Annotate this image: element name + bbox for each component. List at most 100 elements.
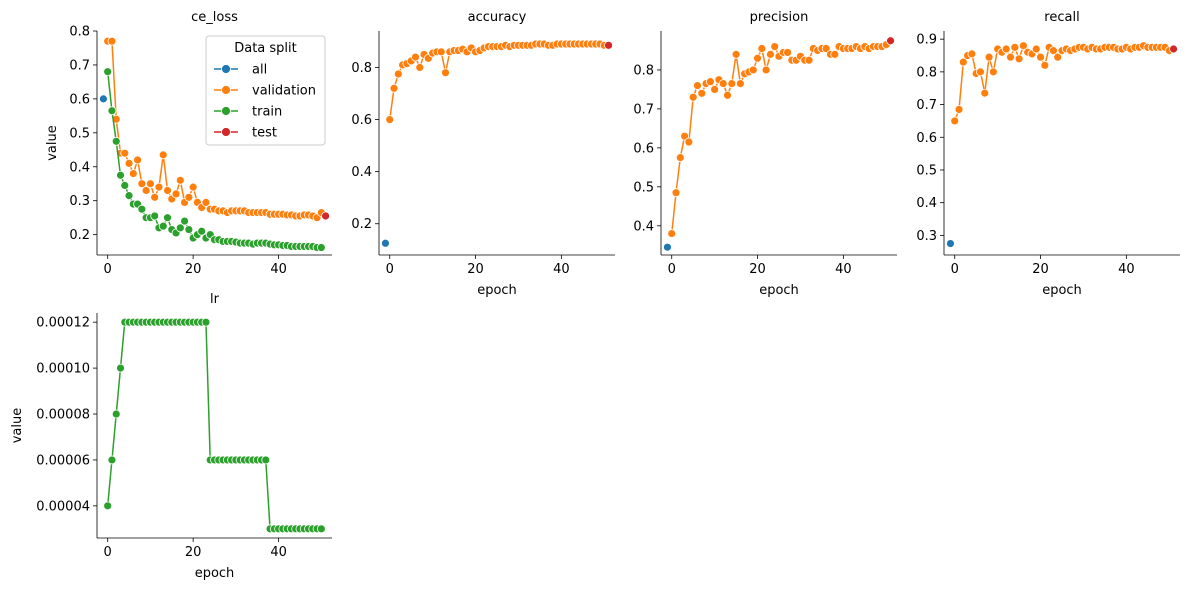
data-point: [830, 49, 840, 59]
x-tick-label: 20: [185, 262, 202, 277]
data-point: [120, 148, 130, 158]
y-tick-label: 0.8: [69, 25, 90, 40]
y-tick-label: 0.5: [69, 126, 90, 141]
data-point: [761, 65, 771, 75]
data-point: [441, 68, 450, 78]
data-point: [158, 150, 168, 160]
data-point: [684, 137, 694, 147]
data-point: [1053, 52, 1063, 62]
data-point: [154, 182, 164, 192]
panel-title: lr: [210, 292, 220, 307]
data-point: [1040, 60, 1050, 70]
data-point: [175, 223, 185, 233]
series-validation: [667, 40, 891, 238]
x-tick-label: 20: [185, 545, 202, 560]
data-point: [163, 213, 172, 223]
data-point: [663, 242, 672, 252]
x-axis-label: epoch: [195, 566, 235, 581]
data-point: [821, 44, 831, 53]
y-tick-label: 0.00008: [36, 408, 90, 423]
data-point: [316, 243, 326, 252]
data-point: [201, 197, 211, 207]
data-point: [1010, 42, 1020, 52]
y-tick-label: 0.7: [69, 58, 90, 73]
x-tick-label: 20: [467, 262, 484, 277]
data-point: [946, 239, 955, 248]
data-point: [146, 179, 155, 189]
y-tick-label: 0.4: [69, 160, 90, 175]
data-point: [103, 501, 113, 511]
data-point: [967, 49, 977, 59]
x-tick-label: 40: [553, 262, 570, 277]
y-tick-label: 0.2: [351, 217, 372, 232]
series-all: [946, 239, 955, 248]
data-point: [411, 52, 420, 62]
x-tick-label: 20: [1032, 262, 1049, 277]
y-tick-label: 0.4: [916, 196, 937, 211]
y-axis-label: value: [45, 125, 60, 161]
data-point: [697, 88, 707, 98]
data-point: [158, 221, 168, 231]
data-point: [1014, 54, 1024, 64]
x-tick-label: 0: [104, 262, 112, 277]
data-point: [1031, 44, 1041, 54]
x-tick-label: 40: [270, 545, 287, 560]
data-point: [137, 204, 147, 214]
data-point: [393, 69, 403, 79]
x-tick-label: 0: [951, 262, 959, 277]
data-point: [886, 36, 895, 46]
data-point: [770, 42, 780, 51]
data-point: [128, 169, 138, 178]
data-point: [958, 57, 968, 67]
data-point: [316, 524, 326, 534]
data-point: [124, 158, 134, 168]
data-point: [671, 188, 681, 198]
y-tick-label: 0.6: [69, 92, 90, 107]
data-point: [107, 106, 117, 116]
data-point: [163, 186, 172, 195]
y-tick-label: 0.8: [916, 65, 937, 80]
x-tick-label: 40: [1118, 262, 1135, 277]
x-axis-label: epoch: [1042, 283, 1082, 298]
data-point: [385, 115, 395, 124]
data-point: [723, 90, 732, 100]
data-point: [688, 92, 698, 102]
legend-label: test: [252, 126, 277, 141]
y-tick-label: 0.8: [351, 61, 372, 76]
y-tick-label: 0.6: [633, 141, 654, 156]
data-point: [984, 52, 994, 62]
data-point: [735, 79, 745, 88]
series-line: [670, 43, 887, 234]
legend-entry-validation: validation: [214, 84, 316, 99]
series-train: [103, 67, 326, 252]
panel-lr: lr 0 20 40 0.00004 0.00006 0.00008 0.00010 0.000…: [10, 292, 332, 581]
panel-recall: recall 0 20 40 0.3 0.4 0.5 0.6 0.7 0.8 0.9 epoch: [916, 10, 1180, 298]
legend-marker: [221, 106, 231, 116]
y-tick-label: 0.3: [916, 229, 937, 244]
panel-title: recall: [1044, 10, 1079, 25]
data-point: [261, 455, 271, 465]
x-tick-label: 0: [386, 262, 394, 277]
x-tick-label: 0: [668, 262, 676, 277]
legend-frame: [205, 35, 326, 146]
legend-label: all: [252, 63, 267, 78]
data-point: [415, 63, 425, 72]
data-point: [184, 225, 194, 234]
legend-label: train: [252, 105, 282, 120]
data-point: [116, 363, 125, 373]
y-tick-label: 0.2: [69, 228, 90, 243]
series-test: [321, 211, 330, 221]
series-validation: [385, 39, 609, 124]
y-tick-label: 0.3: [69, 194, 90, 209]
data-point: [111, 136, 121, 146]
y-tick-label: 0.00010: [36, 362, 90, 377]
data-point: [783, 48, 792, 57]
data-point: [103, 67, 113, 77]
series-validation: [950, 41, 1174, 126]
data-point: [718, 79, 728, 88]
y-tick-label: 0.8: [633, 63, 654, 78]
panel-title: ce_loss: [191, 10, 238, 25]
legend: Data split all validation train test: [205, 35, 326, 146]
data-point: [184, 192, 194, 202]
series-all: [99, 94, 108, 104]
